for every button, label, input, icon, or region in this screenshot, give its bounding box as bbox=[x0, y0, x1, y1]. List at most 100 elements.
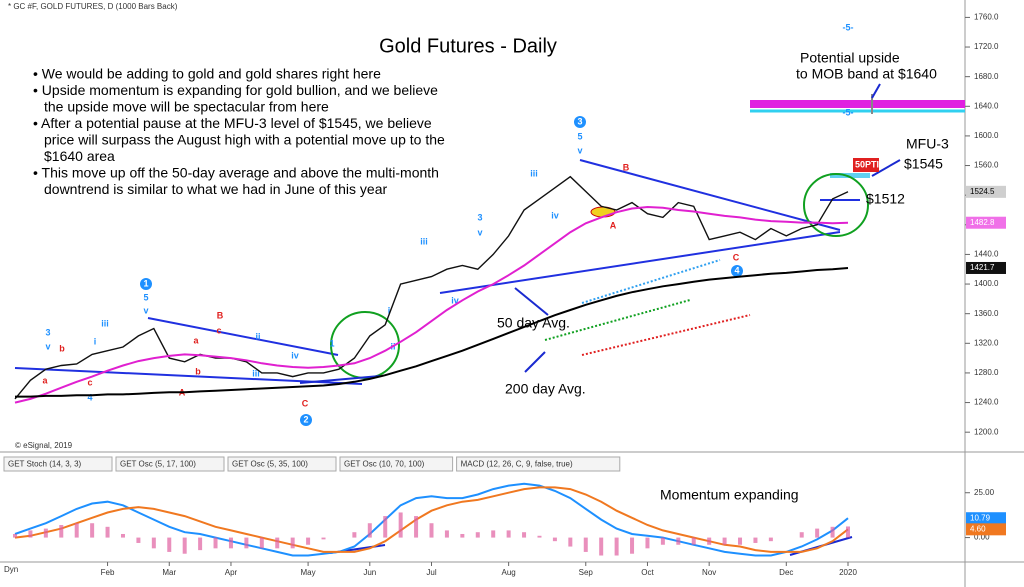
histogram-bar bbox=[367, 523, 372, 538]
histogram-bar bbox=[136, 537, 141, 543]
tab bbox=[115, 456, 225, 472]
pti-label: 50PTI bbox=[855, 159, 879, 169]
wave-label: 4 bbox=[87, 392, 92, 402]
histogram-bar bbox=[228, 537, 233, 549]
wave-label: i bbox=[388, 305, 391, 315]
histogram-bar bbox=[676, 537, 681, 545]
y-tick-label: 1560.0 bbox=[974, 161, 999, 170]
histogram-bar bbox=[182, 537, 187, 554]
x-tick-label: Jun bbox=[363, 568, 376, 577]
x-tick-label: Sep bbox=[579, 568, 594, 577]
histogram-bar bbox=[815, 528, 820, 538]
y-tick-label: 1400.0 bbox=[974, 279, 999, 288]
dotted-line bbox=[544, 299, 691, 341]
histogram-bar bbox=[398, 512, 403, 538]
wave-label: 1 bbox=[143, 278, 148, 288]
wave-label: 3 bbox=[577, 116, 582, 126]
histogram-bar bbox=[583, 537, 588, 552]
y-tick-label: 1360.0 bbox=[974, 309, 999, 318]
mob-band bbox=[750, 100, 965, 108]
histogram-bar bbox=[738, 537, 743, 545]
histogram-bar bbox=[275, 537, 280, 549]
histogram-bar bbox=[645, 537, 650, 549]
series-line bbox=[14, 482, 849, 557]
tab-label: GET Osc (10, 70, 100) bbox=[344, 460, 425, 469]
histogram-bar bbox=[460, 533, 465, 538]
chart-header: * GC #F, GOLD FUTURES, D (1000 Bars Back… bbox=[8, 2, 178, 11]
pti-badge bbox=[853, 158, 879, 172]
y-tick-label: 1440.0 bbox=[974, 250, 999, 259]
trendline bbox=[147, 317, 339, 356]
histogram-bar bbox=[43, 528, 48, 538]
wave-circle bbox=[300, 414, 312, 426]
y-tick-label: 1600.0 bbox=[974, 131, 999, 140]
annotation: $1512 bbox=[866, 191, 905, 207]
histogram-bar bbox=[768, 537, 773, 542]
histogram-bar bbox=[568, 537, 573, 547]
wave-label: a bbox=[42, 375, 48, 385]
x-tick-label: Oct bbox=[641, 568, 654, 577]
dotted-line bbox=[581, 259, 721, 304]
mfu-band bbox=[830, 173, 870, 178]
x-tick-label: Jul bbox=[426, 568, 436, 577]
wave-label: iv bbox=[551, 210, 559, 220]
wave-label: b bbox=[195, 366, 201, 376]
histogram-bar bbox=[290, 537, 295, 549]
histogram-bar bbox=[506, 530, 511, 538]
y-tick-label: 1200.0 bbox=[974, 427, 999, 436]
trendline bbox=[579, 159, 841, 231]
dyn-label: Dyn bbox=[4, 565, 18, 574]
histogram-bar bbox=[522, 532, 527, 538]
x-tick-label: Apr bbox=[225, 568, 238, 577]
x-tick-label: Mar bbox=[162, 568, 176, 577]
x-tick-label: May bbox=[301, 568, 316, 577]
bullet-text: the upside move will be spectacular from… bbox=[44, 99, 329, 115]
wave-label: v bbox=[143, 305, 148, 315]
histogram-bar bbox=[151, 537, 156, 549]
wave-label: v bbox=[477, 227, 482, 237]
wave-label: c bbox=[87, 377, 92, 387]
y-tick-label: 1680.0 bbox=[974, 72, 999, 81]
histogram-bar bbox=[28, 530, 33, 538]
x-tick-label: Aug bbox=[502, 568, 516, 577]
histogram-bar bbox=[537, 535, 542, 538]
y-tick-label: 1760.0 bbox=[974, 13, 999, 22]
histogram-bar bbox=[614, 537, 619, 556]
histogram-bar bbox=[429, 523, 434, 538]
histogram-bar bbox=[120, 533, 125, 538]
price-tag-label: 4.60 bbox=[970, 524, 986, 533]
wave-label: i bbox=[94, 336, 97, 346]
histogram-bar bbox=[90, 523, 95, 538]
tab-label: GET Stoch (14, 3, 3) bbox=[8, 460, 82, 469]
annotation: Potential upside bbox=[800, 50, 900, 66]
wave-circle bbox=[574, 116, 586, 128]
histogram-bar bbox=[105, 526, 110, 538]
wave-label: a bbox=[193, 335, 199, 345]
tab-label: GET Osc (5, 35, 100) bbox=[232, 460, 308, 469]
histogram-bar bbox=[213, 537, 218, 549]
histogram-bar bbox=[383, 516, 388, 538]
y-tick-label: 1240.0 bbox=[974, 398, 999, 407]
histogram-bar bbox=[799, 532, 804, 538]
y-tick-label: 25.00 bbox=[974, 488, 995, 497]
wave-label: 5 bbox=[143, 292, 148, 302]
dotted-line bbox=[581, 314, 751, 356]
wave-label: b bbox=[59, 343, 65, 353]
price-tag-label: 1524.5 bbox=[970, 187, 995, 196]
arrow bbox=[524, 351, 546, 373]
series-line bbox=[14, 205, 849, 404]
histogram-bar bbox=[259, 537, 264, 549]
tab bbox=[339, 456, 454, 472]
histogram-bar bbox=[475, 532, 480, 538]
trendline bbox=[14, 367, 363, 385]
histogram-bar bbox=[491, 530, 496, 538]
y-tick-label: 1720.0 bbox=[974, 42, 999, 51]
bullet-text: downtrend is similar to what we had in J… bbox=[44, 181, 388, 197]
x-tick-label: Dec bbox=[779, 568, 793, 577]
arrow bbox=[299, 375, 381, 384]
histogram-bar bbox=[306, 537, 311, 545]
annotation: Momentum expanding bbox=[660, 487, 799, 503]
histogram-bar bbox=[599, 537, 604, 556]
histogram-bar bbox=[74, 523, 79, 538]
